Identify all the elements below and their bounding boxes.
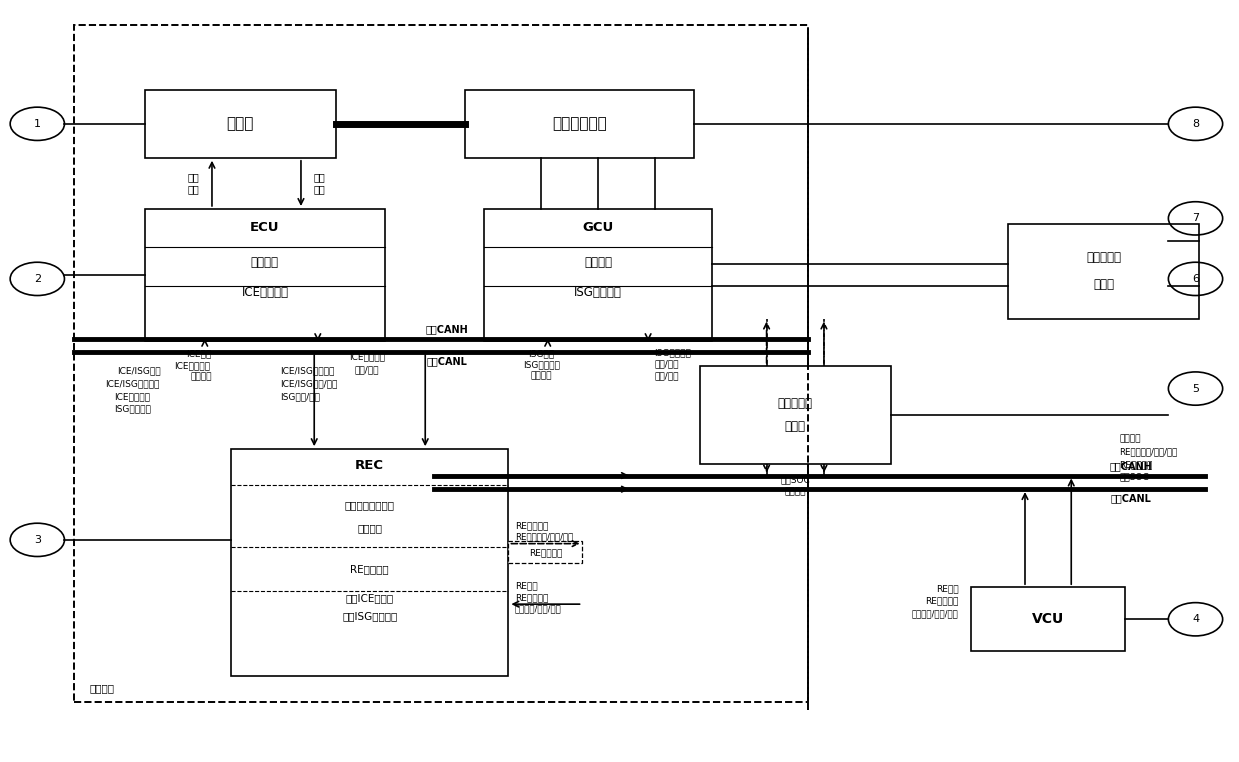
Text: 转速/扭矩: 转速/扭矩: [354, 366, 379, 375]
Bar: [230, 449, 508, 676]
Text: 6: 6: [1192, 274, 1199, 284]
Text: 1: 1: [33, 119, 41, 129]
Text: ICE目标转速: ICE目标转速: [114, 392, 150, 402]
Text: 内部CANL: 内部CANL: [426, 357, 467, 367]
Text: ISG目标扭矩: ISG目标扭矩: [114, 405, 151, 414]
Text: 外部CANL: 外部CANL: [1111, 493, 1152, 503]
Bar: [145, 90, 336, 158]
Text: RE输出功率/电流/电压: RE输出功率/电流/电压: [1119, 447, 1177, 456]
Text: 3: 3: [33, 535, 41, 545]
Text: 电流/电压: 电流/电压: [654, 372, 679, 380]
Text: ISG启停: ISG启停: [529, 349, 555, 358]
Text: 喷油
点火: 喷油 点火: [187, 172, 199, 194]
Text: RE运行模式: RE运行模式: [351, 565, 389, 575]
Text: 扔矩控制: 扔矩控制: [584, 256, 612, 269]
Bar: [700, 366, 891, 464]
Text: 确定ICE目标转: 确定ICE目标转: [346, 593, 394, 603]
Text: 发动机: 发动机: [227, 117, 254, 131]
Text: 转速控制: 转速控制: [250, 256, 279, 269]
Text: 控制器: 控制器: [784, 420, 805, 433]
Text: 电池SOC: 电池SOC: [781, 475, 810, 484]
Bar: [74, 25, 808, 703]
Bar: [145, 209, 385, 341]
Text: ISG运行模式: ISG运行模式: [574, 287, 622, 299]
Text: 控制器: 控制器: [1093, 278, 1114, 291]
Text: 电池SOC: 电池SOC: [1119, 472, 1149, 482]
Text: ISG控制模式: ISG控制模式: [523, 360, 560, 370]
Text: ICE/ISG转速/扭矩: ICE/ISG转速/扭矩: [280, 379, 338, 389]
Text: RE启停: RE启停: [937, 584, 959, 594]
Text: RE输出功率/电流/电压: RE输出功率/电流/电压: [514, 533, 572, 541]
Text: 闭环控制: 闭环控制: [357, 523, 382, 533]
Text: 转速/扭矩: 转速/扭矩: [654, 360, 679, 369]
Text: VCU: VCU: [1032, 613, 1064, 626]
Text: RE控制模式: RE控制模式: [926, 597, 959, 606]
Bar: [1009, 224, 1199, 319]
Text: REC: REC: [356, 459, 384, 472]
Text: 请求功率/电流/电压: 请求功率/电流/电压: [514, 604, 561, 613]
Text: RE运行模式: RE运行模式: [1119, 460, 1152, 469]
Bar: [466, 90, 694, 158]
Text: ISG故障状态: ISG故障状态: [654, 348, 691, 357]
Bar: [971, 588, 1125, 652]
Text: ICE控制模式: ICE控制模式: [175, 361, 211, 370]
Bar: [483, 209, 712, 341]
Text: 外部CANH: 外部CANH: [1110, 462, 1152, 472]
Text: 动力电池及: 动力电池及: [778, 397, 813, 410]
Text: 速、ISG目标扔矩: 速、ISG目标扔矩: [342, 611, 398, 621]
Text: ICE/ISG启停: ICE/ISG启停: [118, 367, 161, 376]
Text: ICE运行模式: ICE运行模式: [242, 287, 289, 299]
Text: 故障状态: 故障状态: [1119, 435, 1141, 443]
Text: RE故障状态: RE故障状态: [514, 521, 548, 530]
Text: ICE启停: ICE启停: [186, 350, 211, 359]
Text: 5: 5: [1192, 383, 1199, 393]
Bar: [508, 541, 582, 562]
Text: 故障状态: 故障状态: [784, 488, 807, 497]
Text: ISG电流/电压: ISG电流/电压: [280, 392, 320, 402]
Text: 内部CANH: 内部CANH: [425, 325, 468, 335]
Text: 8: 8: [1192, 119, 1199, 129]
Text: ICE/ISG控制模式: ICE/ISG控制模式: [105, 379, 160, 389]
Text: 请求功率/电流/电压: 请求功率/电流/电压: [912, 610, 959, 619]
Text: RE启停: RE启停: [514, 581, 538, 591]
Text: ECU: ECU: [250, 221, 280, 235]
Text: 目标扭矩: 目标扭矩: [530, 372, 553, 380]
Text: 4: 4: [1192, 614, 1199, 624]
Text: 2: 2: [33, 274, 41, 284]
Text: 功率、电流、电压: 功率、电流、电压: [344, 500, 395, 510]
Text: 永磁同步电机: 永磁同步电机: [553, 117, 607, 131]
Text: 目标转速: 目标转速: [191, 373, 212, 381]
Text: RE运行模式: RE运行模式: [529, 548, 563, 557]
Text: ICE/ISG故障状态: ICE/ISG故障状态: [280, 367, 335, 376]
Text: GCU: GCU: [582, 221, 613, 235]
Text: 驱动电机及: 驱动电机及: [1087, 251, 1121, 264]
Text: ICE故障状态: ICE故障状态: [349, 352, 385, 361]
Text: 转速
转矩: 转速 转矩: [313, 172, 326, 194]
Text: RE控制模式: RE控制模式: [514, 593, 548, 602]
Text: 7: 7: [1192, 213, 1199, 223]
Text: 增程系统: 增程系统: [89, 684, 114, 693]
